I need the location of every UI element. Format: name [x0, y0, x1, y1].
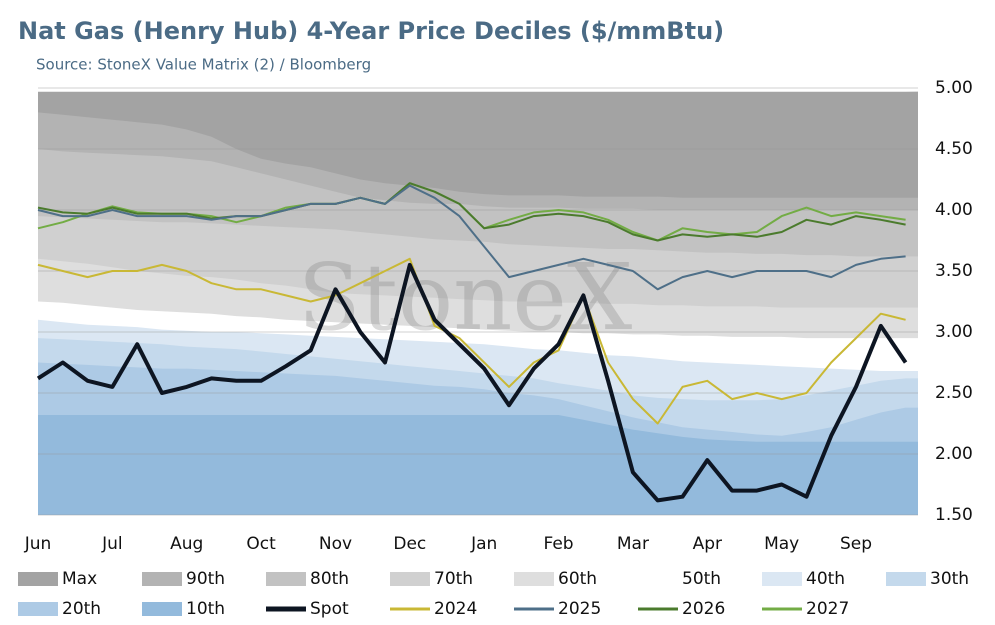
- price-line: [37, 182, 906, 242]
- legend-swatch: [390, 572, 430, 586]
- x-tick-label: Apr: [693, 534, 722, 554]
- legend-label: 2026: [682, 599, 725, 619]
- legend-label: 2024: [434, 599, 477, 619]
- price-line: [36, 262, 908, 503]
- legend-label: 60th: [558, 569, 597, 589]
- y-tick-label: 4.00: [935, 200, 973, 220]
- legend-label: 50th: [682, 569, 721, 589]
- legend-label: 80th: [310, 569, 349, 589]
- y-tick-label: 5.00: [935, 78, 973, 98]
- legend-label: 30th: [930, 569, 969, 589]
- chart-subtitle: Source: StoneX Value Matrix (2) / Bloomb…: [36, 56, 371, 74]
- legend-swatch: [762, 572, 802, 586]
- x-tick-label: May: [764, 534, 799, 554]
- y-tick-label: 3.00: [935, 322, 973, 342]
- y-tick-label: 1.50: [935, 505, 973, 525]
- decile-area: [38, 415, 918, 515]
- x-tick-label: Feb: [544, 534, 574, 554]
- legend-swatch: [142, 572, 182, 586]
- legend-label: 10th: [186, 599, 225, 619]
- y-tick-label: 4.50: [935, 139, 973, 159]
- chart-title: Nat Gas (Henry Hub) 4-Year Price Deciles…: [18, 17, 724, 45]
- y-tick-label: 2.00: [935, 444, 973, 464]
- price-line: [37, 257, 906, 425]
- legend-swatch: [266, 572, 306, 586]
- x-tick-label: Aug: [170, 534, 203, 554]
- legend-swatch: [142, 602, 182, 616]
- x-tick-label: Oct: [246, 534, 276, 554]
- x-tick-label: Jul: [101, 534, 123, 554]
- legend-label: 20th: [62, 599, 101, 619]
- legend-swatch: [18, 572, 58, 586]
- legend-label: 2027: [806, 599, 849, 619]
- x-tick-label: Jun: [24, 534, 52, 554]
- watermark: StoneX: [298, 244, 633, 351]
- legend-label: 90th: [186, 569, 225, 589]
- legend-label: 2025: [558, 599, 601, 619]
- legend-swatch: [886, 572, 926, 586]
- x-tick-label: Jan: [470, 534, 497, 554]
- x-tick-label: Dec: [393, 534, 426, 554]
- legend-label: Max: [62, 569, 97, 589]
- legend-label: 40th: [806, 569, 845, 589]
- legend-label: Spot: [310, 599, 349, 619]
- x-tick-label: Sep: [840, 534, 872, 554]
- legend-swatch: [18, 602, 58, 616]
- x-tick-label: Nov: [319, 534, 352, 554]
- x-tick-label: Mar: [617, 534, 649, 554]
- legend-label: 70th: [434, 569, 473, 589]
- legend-swatch: [638, 572, 678, 586]
- y-tick-label: 2.50: [935, 383, 973, 403]
- legend-swatch: [514, 572, 554, 586]
- price-line: [37, 184, 906, 291]
- y-tick-label: 3.50: [935, 261, 973, 281]
